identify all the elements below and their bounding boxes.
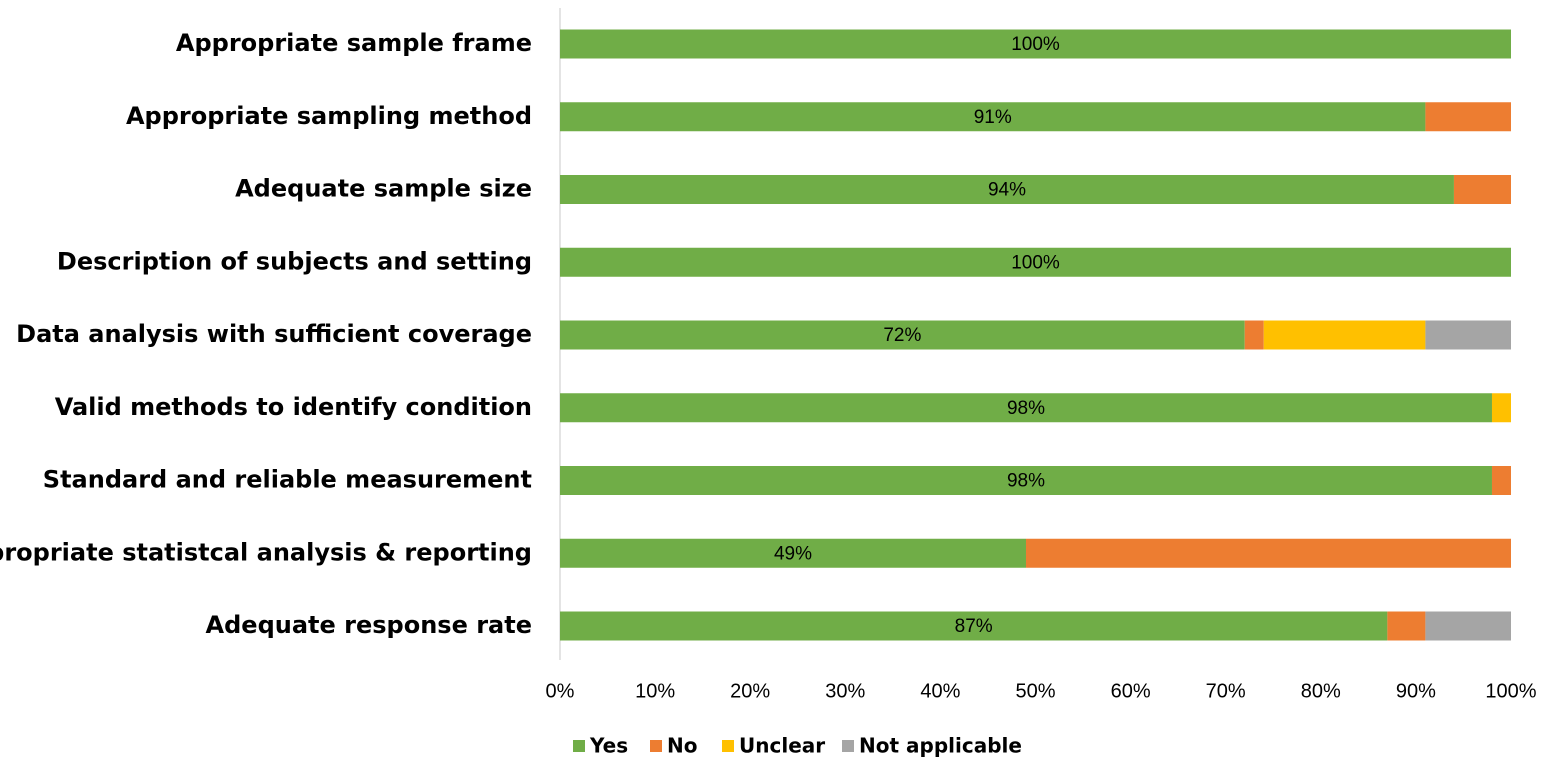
bar-segment [1025, 538, 1511, 568]
bar-segment [1263, 320, 1426, 350]
x-tick-label: 10% [635, 680, 675, 702]
bar-segment [560, 320, 1245, 350]
data-label: 100% [1011, 34, 1060, 55]
x-tick-label: 80% [1301, 680, 1341, 702]
bar-segment [560, 611, 1388, 641]
bar-segment [560, 466, 1492, 495]
bar-segment [560, 29, 1511, 59]
x-tick-label: 20% [730, 680, 770, 702]
legend-label: Unclear [739, 734, 825, 758]
legend-swatch [842, 740, 854, 752]
category-label: Appropriate statistcal analysis & report… [0, 538, 532, 566]
x-tick-label: 0% [546, 680, 575, 702]
bar-segment [1453, 175, 1511, 204]
category-label: Appropriate sampling method [126, 102, 532, 130]
legend-swatch [650, 740, 662, 752]
category-label: Valid methods to identify condition [55, 393, 532, 421]
data-label: 91% [974, 107, 1012, 128]
bar-segment [1387, 611, 1426, 641]
bar-segment [560, 102, 1426, 132]
x-tick-label: 60% [1111, 680, 1151, 702]
legend-swatch [573, 740, 585, 752]
category-label: Standard and reliable measurement [43, 466, 532, 494]
bar-segment [560, 247, 1511, 277]
data-label: 98% [1007, 398, 1045, 419]
x-tick-label: 50% [1015, 680, 1055, 702]
data-label: 49% [774, 543, 812, 564]
data-label: 94% [988, 180, 1026, 201]
x-tick-label: 30% [825, 680, 865, 702]
category-label: Appropriate sample frame [176, 29, 532, 57]
category-label: Description of subjects and setting [57, 247, 532, 275]
data-label: 72% [883, 325, 921, 346]
bar-segment [1425, 320, 1511, 350]
data-label: 100% [1011, 252, 1060, 273]
bar-segment [1425, 611, 1511, 641]
legend-swatch [722, 740, 734, 752]
x-tick-label: 40% [920, 680, 960, 702]
legend-label: No [667, 734, 697, 758]
x-tick-label: 70% [1206, 680, 1246, 702]
bar-segment [560, 538, 1026, 568]
x-tick-label: 90% [1396, 680, 1436, 702]
bar-segment [560, 175, 1454, 204]
category-label: Data analysis with sufficient coverage [16, 320, 532, 348]
bar-segment [1425, 102, 1511, 132]
legend-label: Yes [589, 734, 628, 758]
bar-segment [1491, 466, 1511, 495]
data-label: 87% [955, 616, 993, 637]
data-label: 98% [1007, 471, 1045, 492]
legend-label: Not applicable [859, 734, 1022, 758]
bar-segment [560, 393, 1492, 423]
x-tick-label: 100% [1485, 680, 1536, 702]
category-label: Adequate sample size [235, 175, 532, 203]
category-label: Adequate response rate [206, 611, 532, 639]
bar-segment [1244, 320, 1264, 350]
bar-segment [1491, 393, 1511, 423]
